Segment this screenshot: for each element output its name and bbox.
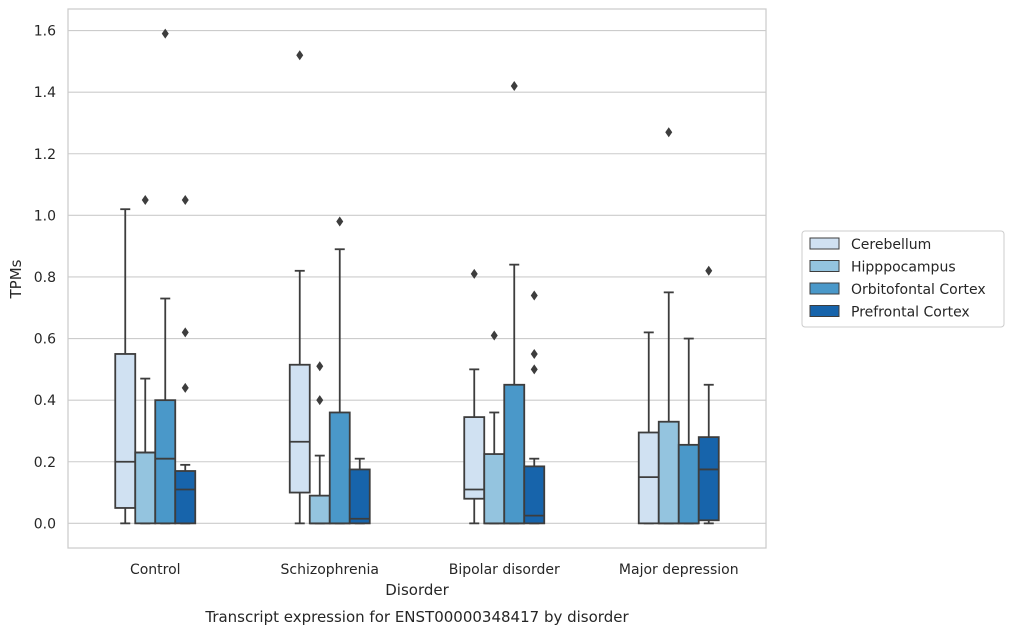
x-axis-label: Disorder	[385, 581, 449, 599]
box-3-3	[697, 265, 720, 525]
box-body	[288, 363, 311, 494]
legend-swatch	[809, 260, 840, 272]
box-3-2	[677, 337, 700, 525]
outlier-point	[665, 127, 673, 138]
outlier-point	[181, 194, 189, 205]
box-body	[657, 420, 680, 525]
box-body	[154, 399, 177, 525]
legend-label: Orbitofontal Cortex	[851, 282, 986, 298]
legend-label: Prefrontal Cortex	[851, 305, 970, 321]
y-tick-label: 1.6	[34, 24, 56, 40]
y-tick-labels: 0.0 0.2 0.4 0.6 0.8 1.0 1.2 1.4 1.6	[34, 24, 56, 533]
box-body	[134, 451, 157, 525]
legend-frame	[801, 230, 1005, 328]
box-body	[463, 416, 486, 500]
outlier-point	[316, 395, 324, 406]
box-2-1	[483, 330, 506, 525]
box-groups	[114, 28, 720, 525]
chart-caption: Transcript expression for ENST0000034841…	[204, 608, 629, 626]
outlier-point	[530, 364, 538, 375]
outlier-point	[141, 194, 149, 205]
plot-frame	[67, 8, 767, 549]
box-body	[483, 453, 506, 525]
outlier-point	[705, 265, 713, 276]
box-body	[328, 411, 351, 525]
outlier-point	[510, 81, 518, 91]
x-tick-label: Bipolar disorder	[449, 562, 560, 578]
box-body	[523, 465, 546, 525]
grid-lines	[68, 30, 766, 524]
y-tick-label: 0.0	[34, 516, 56, 532]
box-body	[697, 436, 720, 522]
legend-label: Hipppocampus	[851, 260, 956, 276]
box-3-0	[637, 331, 660, 525]
x-tick-label: Schizophrenia	[281, 562, 379, 578]
outlier-point	[181, 382, 189, 393]
box-1-3	[348, 457, 371, 525]
box-2-3	[523, 290, 546, 525]
box-body	[114, 353, 137, 509]
outlier-point	[296, 50, 304, 61]
box-2-0	[463, 268, 486, 525]
box-body	[348, 468, 371, 525]
box-0-1	[134, 194, 157, 525]
legend-swatch	[809, 282, 840, 295]
y-axis-label: TPMs	[7, 259, 25, 299]
legend: Cerebellum Hipppocampus Orbitofontal Corte…	[801, 230, 1005, 328]
y-tick-label: 1.0	[34, 208, 56, 224]
y-tick-label: 1.2	[34, 147, 56, 163]
outlier-point	[316, 361, 324, 372]
box-body	[308, 494, 331, 525]
box-body	[174, 470, 197, 525]
box-0-3	[174, 194, 197, 525]
y-tick-label: 0.4	[34, 393, 56, 409]
y-tick-label: 0.2	[34, 455, 56, 471]
outlier-point	[161, 28, 169, 39]
outlier-point	[530, 348, 538, 359]
x-tick-label: Control	[130, 562, 181, 578]
box-body	[503, 383, 526, 525]
legend-swatch	[809, 237, 840, 250]
outlier-point	[470, 268, 478, 279]
box-1-2	[328, 216, 351, 525]
outlier-point	[530, 290, 538, 301]
legend-swatch	[809, 305, 840, 317]
x-tick-labels: Control Schizophrenia Bipolar disorder Majo…	[130, 562, 739, 578]
x-tick-label: Major depression	[619, 562, 739, 578]
y-tick-label: 1.4	[34, 85, 56, 101]
outlier-point	[336, 216, 344, 227]
box-2-2	[503, 81, 526, 525]
box-0-0	[114, 208, 137, 525]
box-0-2	[154, 28, 177, 525]
y-tick-label: 0.8	[34, 270, 56, 286]
box-3-1	[657, 127, 680, 525]
box-1-1	[308, 361, 331, 525]
legend-label: Cerebellum	[851, 237, 931, 253]
y-tick-label: 0.6	[34, 332, 56, 348]
outlier-point	[181, 327, 189, 338]
box-body	[677, 443, 700, 525]
box-1-0	[288, 50, 311, 525]
outlier-point	[490, 330, 498, 341]
